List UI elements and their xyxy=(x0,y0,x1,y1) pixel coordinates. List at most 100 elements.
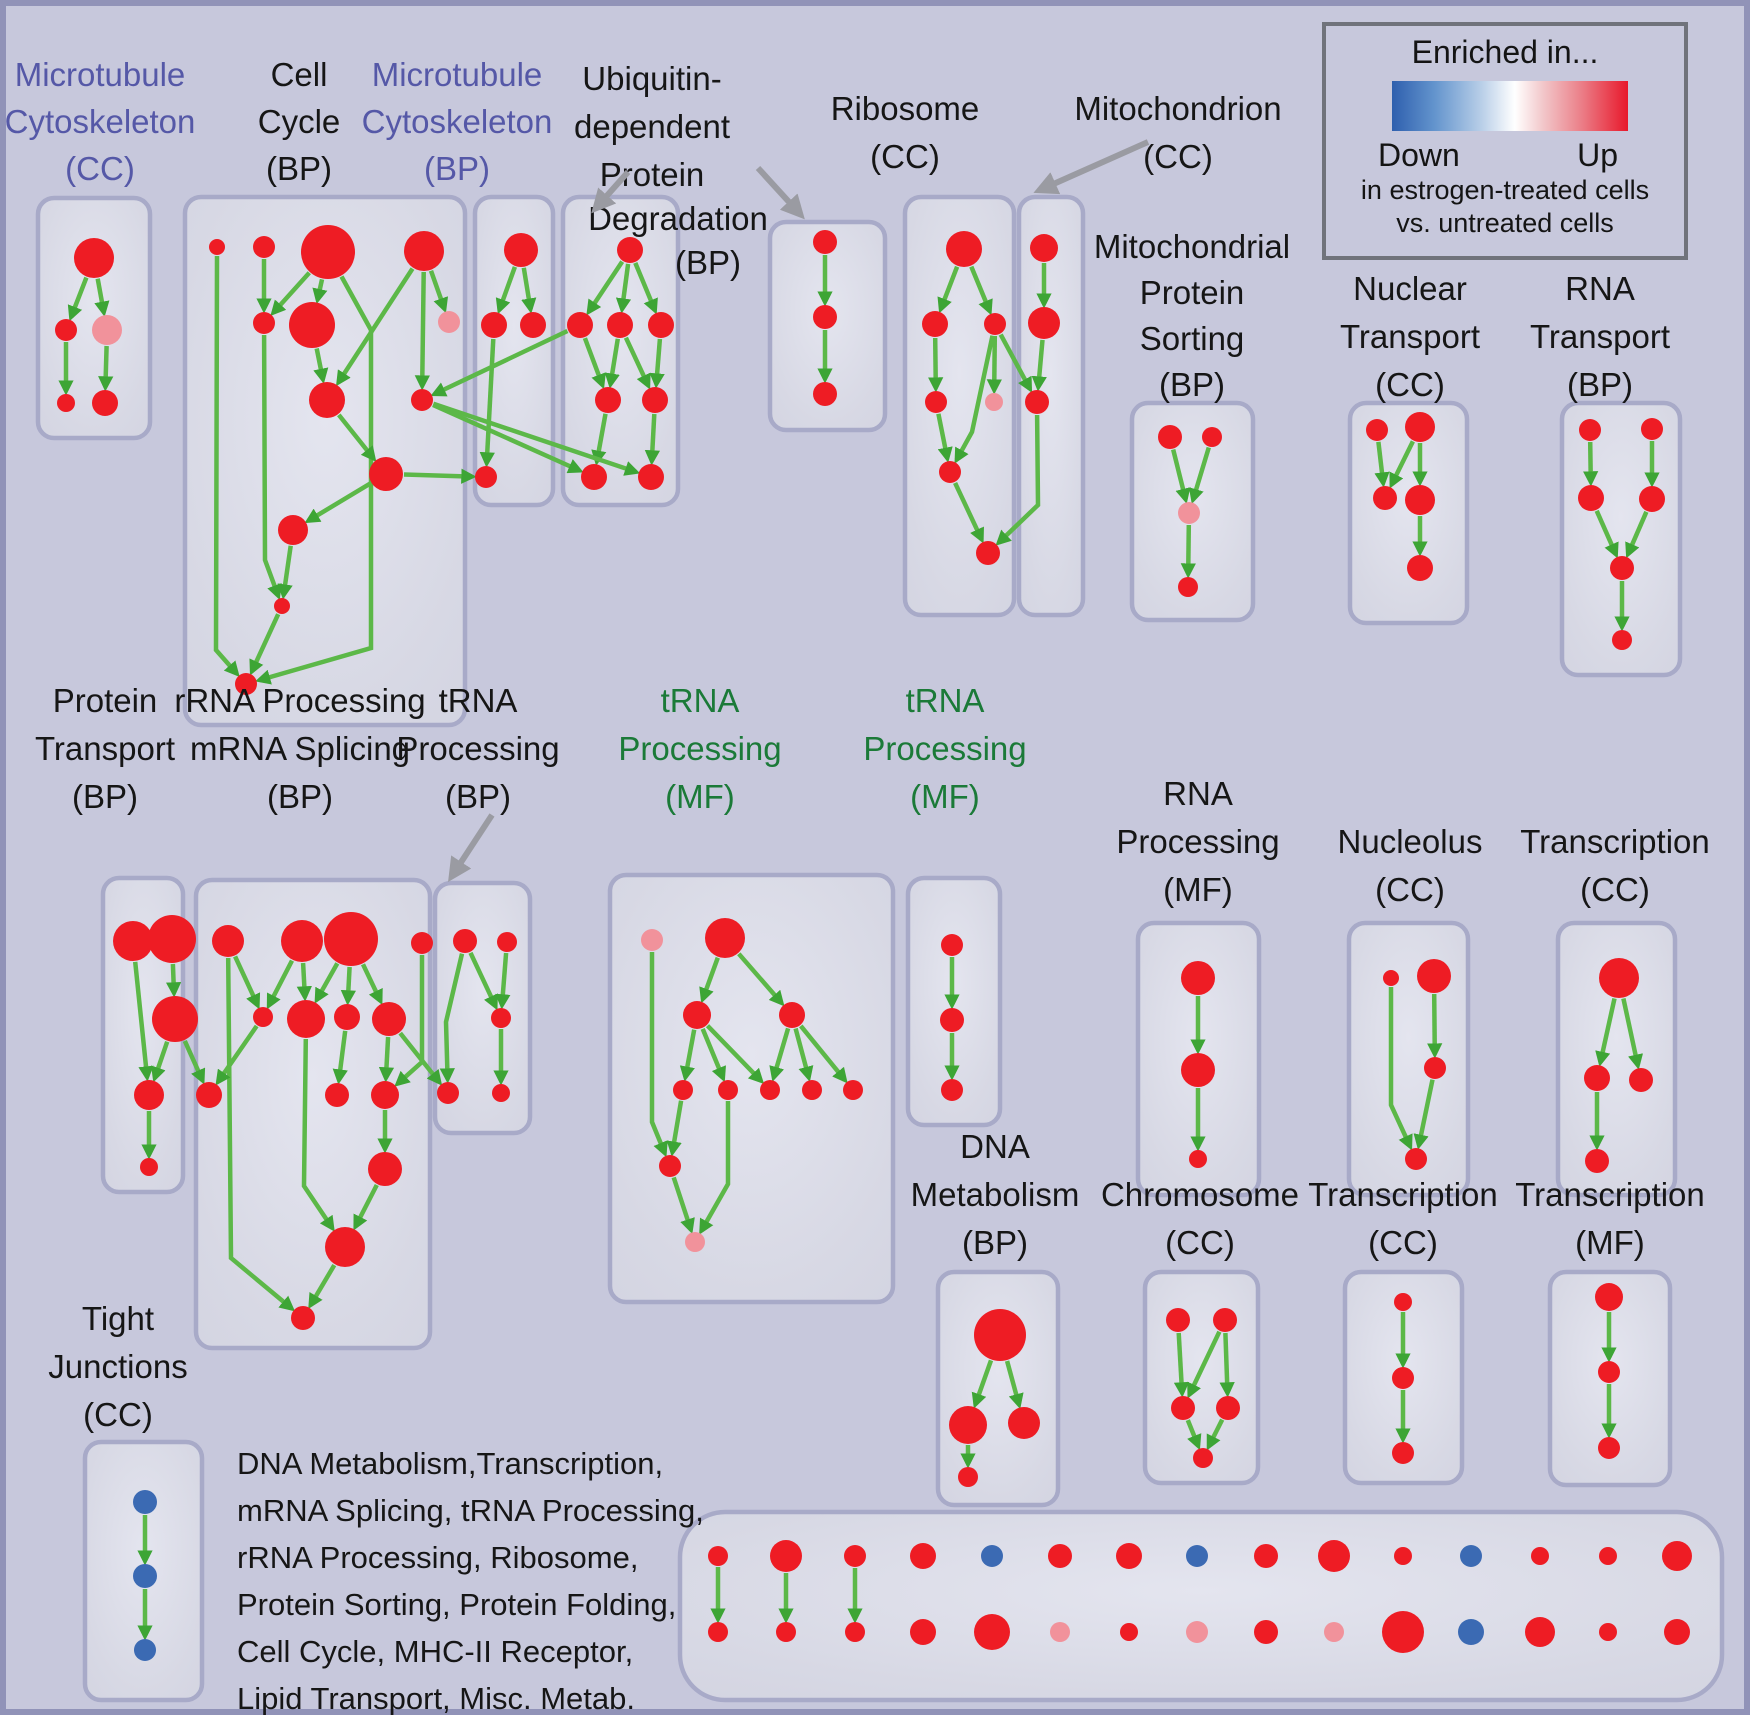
go-edge xyxy=(604,338,621,389)
cluster-box-trcc1 xyxy=(1555,920,1678,1198)
go-node-ub1-p xyxy=(617,237,643,263)
go-node-trnamf2-b xyxy=(940,1008,964,1032)
go-node-nucl-s xyxy=(1383,970,1399,986)
go-node-trnabp-br xyxy=(492,1084,510,1102)
go-node-rnat-ma xyxy=(1578,485,1604,511)
cluster-label-mito: Mitochondrion (CC) xyxy=(1074,90,1281,175)
go-node-misc-t6 xyxy=(1048,1544,1072,1568)
go-edge xyxy=(1582,441,1599,487)
go-node-nucl-mid xyxy=(1424,1057,1446,1079)
legend-up-label: Up xyxy=(1577,137,1618,173)
go-edge xyxy=(1180,524,1196,579)
go-node-ub2-b xyxy=(813,305,837,329)
go-edge xyxy=(1595,998,1617,1067)
go-edge xyxy=(304,481,372,524)
go-edge xyxy=(432,402,584,474)
go-edge xyxy=(649,338,665,389)
legend-context-line-2: vs. untreated cells xyxy=(1396,208,1614,238)
footnote-line: mRNA Splicing, tRNA Processing, xyxy=(237,1493,704,1528)
go-node-cc-j xyxy=(369,457,403,491)
footnote-line: Lipid Transport, Misc. Metab. xyxy=(237,1681,635,1715)
go-node-ub1-r1 xyxy=(595,387,621,413)
go-edge xyxy=(937,265,960,314)
go-edge xyxy=(586,260,625,316)
go-node-tj-a xyxy=(133,1490,157,1514)
go-node-rrna-g1 xyxy=(196,1082,222,1108)
go-edge xyxy=(1004,1360,1024,1410)
go-node-dna-hu xyxy=(974,1309,1026,1361)
go-node-misc-t13 xyxy=(1531,1547,1549,1565)
go-node-misc-t5 xyxy=(981,1545,1003,1567)
go-node-trcc1-T xyxy=(1599,958,1639,998)
go-node-mps-m4 xyxy=(1178,577,1198,597)
go-node-trnamf1-b5 xyxy=(843,1080,863,1100)
go-edge xyxy=(335,267,415,387)
go-node-mps-m3 xyxy=(1178,502,1200,524)
go-edge xyxy=(928,337,944,393)
go-edge xyxy=(337,413,377,462)
go-node-rrna-r3 xyxy=(324,912,378,966)
go-edge xyxy=(615,263,632,314)
pointer-arrow-trna-bp-to-box xyxy=(448,813,495,883)
cluster-box-ub1 xyxy=(560,194,681,508)
go-edge xyxy=(313,348,329,384)
go-node-mbp-v xyxy=(520,312,546,338)
go-node-rrna-r6 xyxy=(287,1000,325,1038)
go-node-nuc-ml xyxy=(1373,486,1397,510)
go-node-misc-t3 xyxy=(844,1545,866,1567)
go-edge xyxy=(296,962,312,1002)
go-node-mcc-c xyxy=(92,315,122,345)
go-node-ub2-c xyxy=(813,382,837,406)
go-node-cc-k xyxy=(278,515,308,545)
footnote-line: Protein Sorting, Protein Folding, xyxy=(237,1587,677,1622)
go-edge xyxy=(644,413,661,466)
go-edge xyxy=(1188,446,1211,504)
go-edge xyxy=(67,276,89,322)
go-node-dna-bo xyxy=(958,1467,978,1487)
go-node-misc-b9 xyxy=(1254,1620,1278,1644)
go-edge xyxy=(953,481,984,544)
go-node-ub1-s2 xyxy=(638,464,664,490)
go-node-trnamf1-L xyxy=(683,1001,711,1029)
footnote-line: DNA Metabolism,Transcription, xyxy=(237,1446,664,1481)
cluster-label-rib: Ribosome (CC) xyxy=(831,90,980,175)
go-node-misc-t12 xyxy=(1460,1545,1482,1567)
go-node-pt-pc xyxy=(152,996,198,1042)
go-edge xyxy=(312,278,328,305)
go-edge xyxy=(700,1028,726,1083)
go-node-misc-t9 xyxy=(1254,1544,1278,1568)
go-node-misc-b3 xyxy=(845,1622,865,1642)
go-edge xyxy=(340,966,357,1006)
go-node-pt-pa xyxy=(113,921,153,961)
go-node-chrom-tr xyxy=(1213,1308,1237,1332)
go-node-misc-b11 xyxy=(1382,1611,1424,1653)
go-node-trcc1-L xyxy=(1584,1065,1610,1091)
go-node-chrom-mr xyxy=(1216,1396,1240,1420)
go-node-mito-H xyxy=(1025,390,1049,414)
go-edge xyxy=(1413,1079,1435,1150)
go-edge xyxy=(1173,1332,1190,1398)
go-node-misc-b10 xyxy=(1324,1622,1344,1642)
go-node-nucl-bg xyxy=(1417,959,1451,993)
go-node-rrna-r13 xyxy=(291,1306,315,1330)
go-node-ub1-q3 xyxy=(648,312,674,338)
go-edge xyxy=(666,1100,684,1157)
go-node-rib-A xyxy=(946,231,982,267)
go-node-misc-b4 xyxy=(910,1619,936,1645)
go-edge xyxy=(591,413,608,466)
go-node-chrom-bo xyxy=(1193,1448,1213,1468)
go-edge xyxy=(414,271,430,391)
go-edge xyxy=(233,955,261,1010)
cluster-label-rnamf: RNA Processing (MF) xyxy=(1116,775,1279,908)
cluster-label-pt: Protein Transport (BP) xyxy=(35,682,175,815)
go-edge xyxy=(1621,998,1644,1070)
go-edge xyxy=(249,613,281,676)
go-node-mbp-u xyxy=(481,312,507,338)
cluster-label-mbp: Microtubule Cytoskeleton (BP) xyxy=(362,56,553,187)
go-edge xyxy=(94,278,110,317)
go-node-nuc-tr xyxy=(1405,412,1435,442)
go-node-tj-b xyxy=(133,1564,157,1588)
